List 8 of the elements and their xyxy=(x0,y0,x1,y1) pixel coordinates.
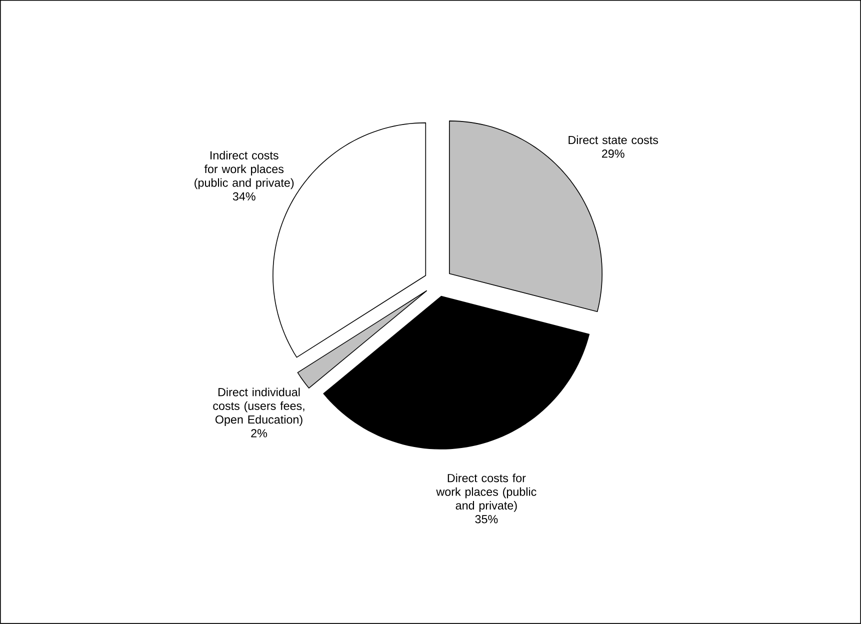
data-label: 29% xyxy=(602,150,624,158)
data-label: 35% xyxy=(475,515,498,524)
slice-label: Direct state costs xyxy=(568,136,658,144)
slice-label: Direct costs for work places (public and private) xyxy=(436,474,536,512)
slice-label: Indirect costs for work places (public and private) xyxy=(194,150,294,190)
slice-label: Direct individual costs (users fees, Open Education) xyxy=(213,388,304,426)
data-label: 2% xyxy=(251,429,268,438)
data-label: 34% xyxy=(232,192,256,201)
